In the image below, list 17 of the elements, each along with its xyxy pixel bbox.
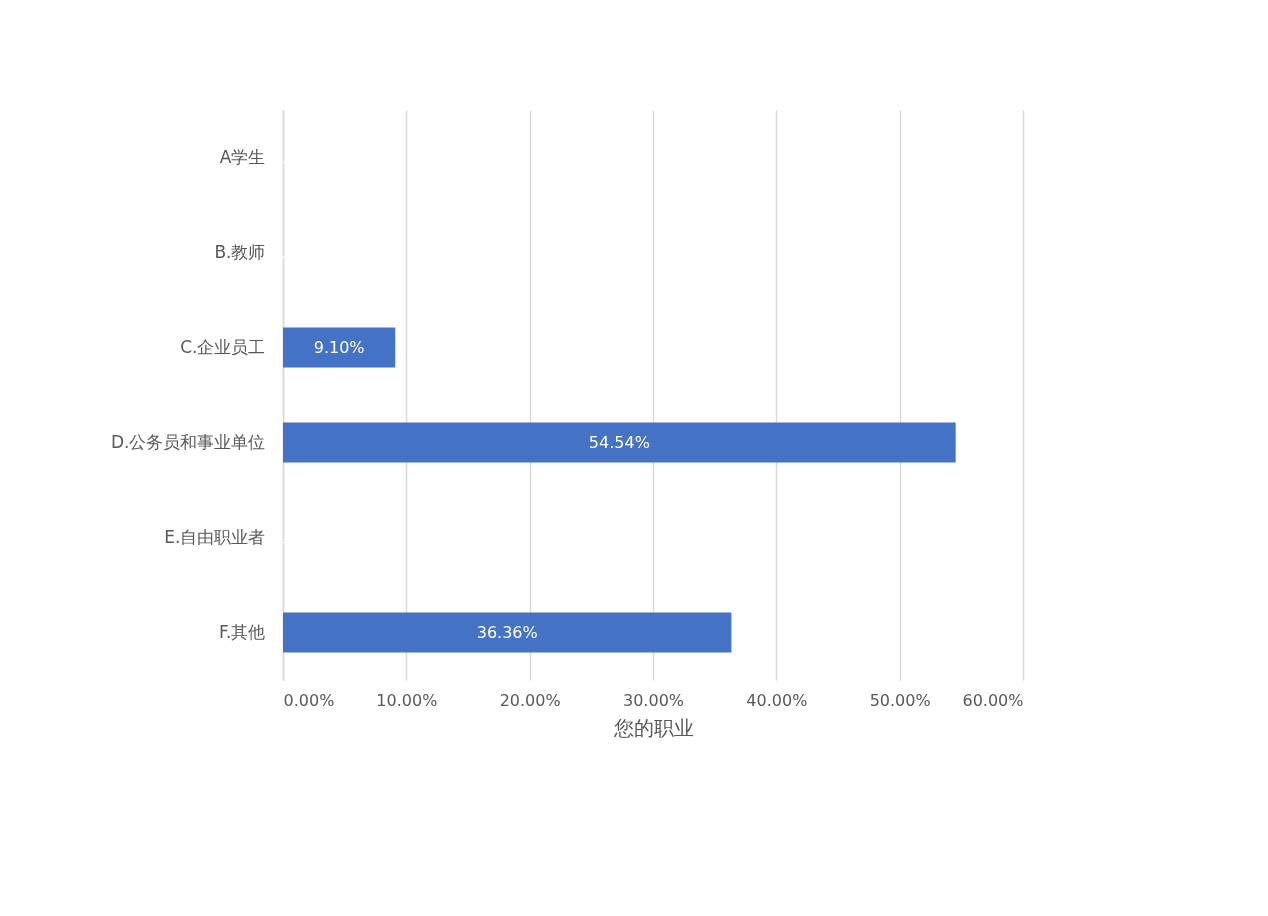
x-tick-label: 60.00% (962, 690, 1024, 710)
x-tick-label: 30.00% (622, 690, 685, 710)
data-label: 54.54% (588, 432, 650, 452)
x-axis-title: 您的职业 (612, 715, 694, 740)
y-tick-label: F.其他 (219, 621, 266, 642)
y-tick-label: C.企业员工 (180, 336, 266, 357)
x-tick-label: 50.00% (869, 690, 931, 710)
y-tick-label: E.自由职业者 (164, 526, 266, 547)
y-tick-label: D.公务员和事业单位 (111, 431, 266, 452)
x-tick-label: 40.00% (746, 690, 808, 710)
x-tick-label: 0.00% (283, 690, 335, 710)
x-tick-label: 20.00% (499, 690, 561, 710)
data-label: 36.36% (476, 622, 538, 642)
data-label: 9.10% (313, 337, 365, 357)
y-tick-label: B.教师 (214, 241, 266, 262)
y-tick-label: A学生 (219, 146, 266, 167)
x-tick-label: 10.00% (376, 690, 438, 710)
